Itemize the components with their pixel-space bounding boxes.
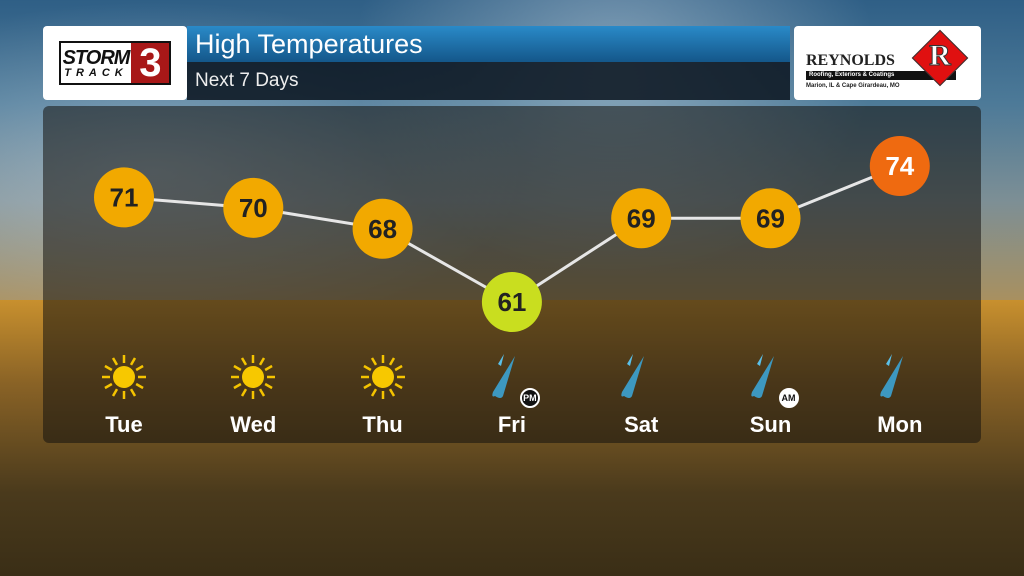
rain-icon [487,352,537,402]
rain-icon [746,352,796,402]
temp-label: 69 [627,203,656,233]
day-label: Fri [497,412,526,437]
temp-point: 74 [869,136,930,196]
temp-point: 69 [740,188,801,249]
temp-label: 68 [368,214,397,244]
storm-track-3-logo: STORM TRACK 3 [43,26,187,100]
temp-point: 70 [223,177,284,238]
day-label: Mon [877,412,923,437]
temp-marker [869,136,930,196]
sponsor-logo: REYNOLDS Roofing, Exteriors & Coatings M… [794,26,981,100]
temp-point: 68 [352,198,413,259]
temp-marker [352,198,413,259]
page-subtitle: Next 7 Days [187,62,790,100]
temp-marker [611,188,672,249]
rain-icon [616,352,666,402]
temp-label: 70 [239,193,268,223]
day-label: Thu [362,412,403,437]
day-label: Tue [105,412,143,437]
time-badge: AM [778,388,799,408]
temp-label: 69 [756,203,785,233]
time-badge: PM [519,388,540,408]
day-label: Sun [749,412,792,437]
sun-icon [358,352,408,402]
sun-icon [228,352,278,402]
temp-marker [481,271,542,332]
rain-icon [875,352,925,402]
temp-label: 71 [110,182,139,212]
temp-label: 74 [885,151,914,181]
temp-point: 69 [611,188,672,249]
temp-marker [94,167,154,228]
temp-marker [223,177,284,238]
temp-point: 71 [94,167,154,228]
sun-icon [99,352,149,402]
temp-point: 61 [481,271,542,332]
page-title: High Temperatures [187,26,790,62]
day-label: Wed [230,412,277,437]
temp-marker [740,188,801,249]
temp-label: 61 [497,287,526,317]
day-label: Sat [624,412,659,437]
